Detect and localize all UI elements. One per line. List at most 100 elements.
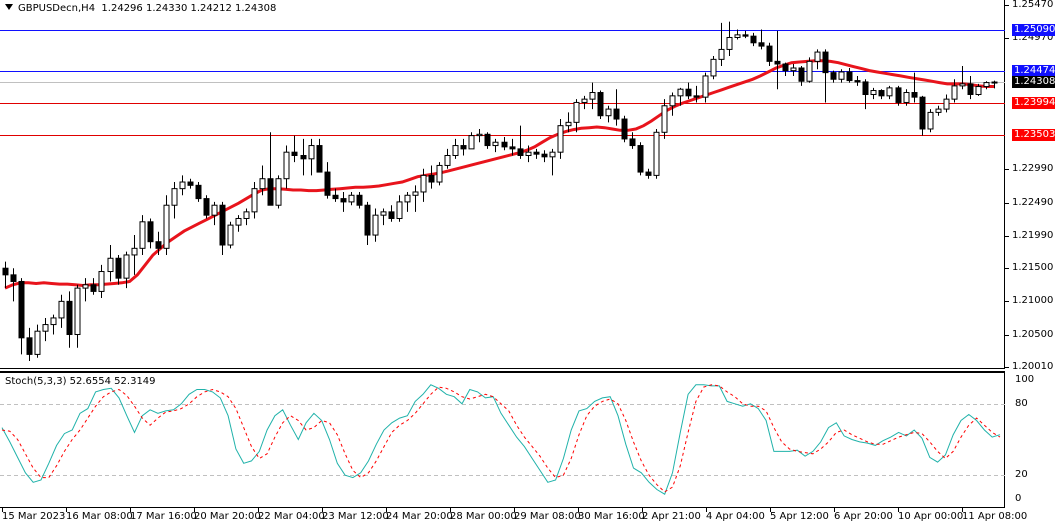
candle[interactable] bbox=[171, 182, 178, 219]
candle[interactable] bbox=[710, 56, 717, 80]
candle[interactable] bbox=[758, 29, 765, 50]
candle[interactable] bbox=[380, 208, 387, 226]
candle[interactable] bbox=[886, 85, 893, 100]
candle[interactable] bbox=[573, 99, 580, 133]
candle[interactable] bbox=[790, 64, 797, 76]
candle[interactable] bbox=[155, 231, 162, 255]
candle[interactable] bbox=[308, 138, 315, 176]
candle[interactable] bbox=[613, 89, 620, 126]
candle[interactable] bbox=[74, 284, 81, 348]
candle[interactable] bbox=[782, 62, 789, 76]
candle[interactable] bbox=[621, 115, 628, 143]
candle[interactable] bbox=[332, 188, 339, 202]
candle[interactable] bbox=[34, 324, 41, 358]
candle[interactable] bbox=[967, 75, 974, 100]
candle[interactable] bbox=[211, 201, 218, 226]
candle[interactable] bbox=[653, 128, 660, 179]
candle[interactable] bbox=[951, 79, 958, 103]
candle[interactable] bbox=[300, 138, 307, 176]
candle[interactable] bbox=[830, 70, 837, 83]
candle[interactable] bbox=[388, 205, 395, 222]
candle[interactable] bbox=[492, 138, 499, 153]
candle[interactable] bbox=[565, 112, 572, 133]
candle[interactable] bbox=[259, 165, 266, 196]
candle[interactable] bbox=[219, 201, 226, 255]
candle[interactable] bbox=[919, 95, 926, 136]
candle[interactable] bbox=[82, 278, 89, 302]
candle[interactable] bbox=[525, 145, 532, 163]
candle[interactable] bbox=[107, 245, 114, 282]
candle[interactable] bbox=[147, 218, 154, 249]
candle[interactable] bbox=[517, 125, 524, 159]
candle[interactable] bbox=[275, 175, 282, 209]
candle[interactable] bbox=[557, 119, 564, 159]
candle[interactable] bbox=[356, 191, 363, 209]
candle[interactable] bbox=[227, 221, 234, 249]
candle[interactable] bbox=[677, 87, 684, 106]
candle[interactable] bbox=[838, 69, 845, 83]
candle[interactable] bbox=[460, 138, 467, 156]
candle[interactable] bbox=[195, 182, 202, 202]
pane-separator[interactable] bbox=[0, 369, 1005, 372]
stochastic-pane[interactable] bbox=[0, 372, 1005, 508]
candle[interactable] bbox=[291, 135, 298, 163]
candle[interactable] bbox=[718, 22, 725, 66]
candle[interactable] bbox=[501, 136, 508, 151]
candle[interactable] bbox=[533, 148, 540, 159]
candle[interactable] bbox=[251, 182, 258, 219]
candle[interactable] bbox=[637, 142, 644, 176]
candle[interactable] bbox=[364, 201, 371, 246]
candle[interactable] bbox=[959, 65, 966, 90]
candle[interactable] bbox=[975, 83, 982, 96]
candle[interactable] bbox=[742, 30, 749, 39]
candle[interactable] bbox=[750, 32, 757, 47]
candle[interactable] bbox=[589, 82, 596, 110]
candle[interactable] bbox=[348, 191, 355, 206]
candle[interactable] bbox=[50, 314, 57, 335]
candle[interactable] bbox=[372, 208, 379, 242]
candle[interactable] bbox=[468, 132, 475, 150]
candle[interactable] bbox=[139, 215, 146, 255]
candle[interactable] bbox=[484, 132, 491, 149]
candle[interactable] bbox=[669, 92, 676, 116]
candle[interactable] bbox=[428, 165, 435, 189]
candle[interactable] bbox=[806, 57, 813, 83]
candle[interactable] bbox=[452, 138, 459, 159]
candle[interactable] bbox=[98, 264, 105, 299]
candle[interactable] bbox=[444, 148, 451, 169]
candle[interactable] bbox=[685, 82, 692, 100]
candle[interactable] bbox=[396, 195, 403, 222]
candle[interactable] bbox=[90, 278, 97, 295]
candle[interactable] bbox=[605, 105, 612, 123]
candle[interactable] bbox=[734, 29, 741, 40]
candle[interactable] bbox=[702, 72, 709, 103]
candle[interactable] bbox=[581, 95, 588, 110]
candle[interactable] bbox=[66, 291, 73, 348]
candle[interactable] bbox=[2, 261, 9, 289]
candle[interactable] bbox=[726, 21, 733, 57]
candle[interactable] bbox=[943, 94, 950, 113]
candle[interactable] bbox=[420, 168, 427, 202]
candle[interactable] bbox=[476, 128, 483, 143]
candle[interactable] bbox=[822, 49, 829, 103]
candle[interactable] bbox=[854, 75, 861, 86]
candle[interactable] bbox=[983, 81, 990, 90]
candle[interactable] bbox=[766, 42, 773, 66]
candle[interactable] bbox=[42, 317, 49, 342]
candle[interactable] bbox=[187, 178, 194, 189]
candle[interactable] bbox=[798, 65, 805, 86]
candle[interactable] bbox=[927, 109, 934, 133]
candle[interactable] bbox=[26, 327, 33, 362]
candle[interactable] bbox=[814, 49, 821, 70]
candle[interactable] bbox=[774, 30, 781, 90]
candle[interactable] bbox=[549, 148, 556, 176]
candle[interactable] bbox=[911, 72, 918, 103]
candle[interactable] bbox=[179, 175, 186, 196]
candle[interactable] bbox=[18, 278, 25, 355]
candle[interactable] bbox=[283, 145, 290, 189]
candle[interactable] bbox=[316, 138, 323, 173]
candle[interactable] bbox=[115, 254, 122, 285]
candle[interactable] bbox=[203, 195, 210, 219]
candle[interactable] bbox=[404, 191, 411, 212]
candle[interactable] bbox=[324, 162, 331, 199]
